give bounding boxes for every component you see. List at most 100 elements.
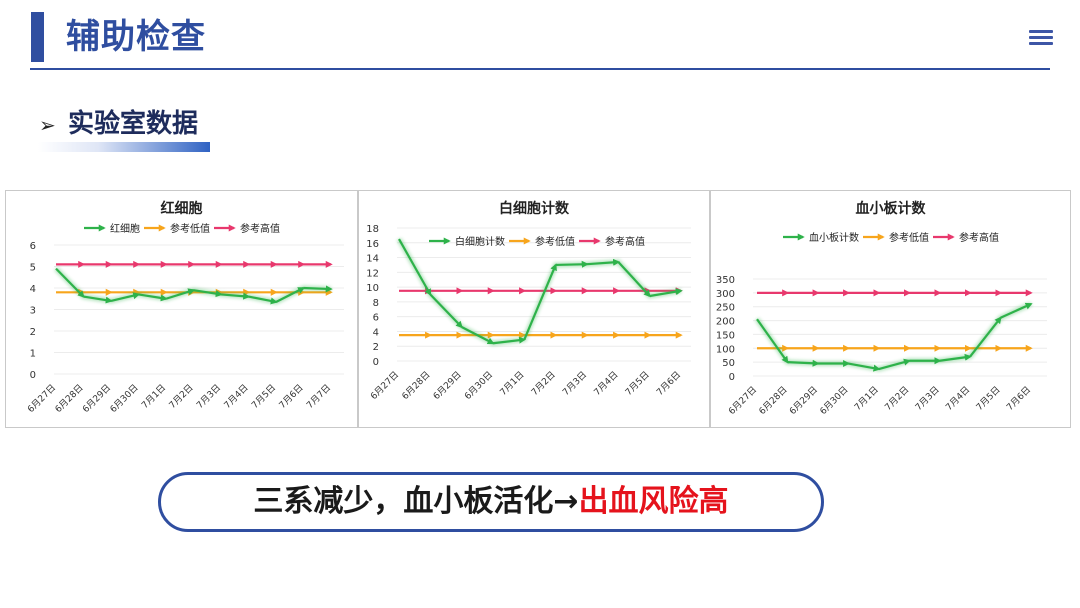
title-accent-bar	[31, 12, 44, 62]
x-tick-label: 7月6日	[277, 382, 306, 411]
x-tick-label: 6月27日	[25, 382, 58, 415]
chart-svg: 血小板计数 0 50 100 150 200 250 300 350 6月27日6月28日6月29…	[716, 200, 1047, 417]
x-tick-label: 7月3日	[913, 384, 942, 413]
x-tick-label: 7月4日	[222, 382, 251, 411]
legend-label: 参考低值	[889, 231, 929, 244]
data-segment	[1000, 302, 1033, 319]
y-tick-label: 4	[373, 327, 379, 338]
legend-item: 参考低值	[863, 231, 929, 244]
data-segment	[878, 358, 911, 371]
y-tick-label: 4	[30, 284, 36, 295]
chart-panel-rbc: 红细胞 0 1 2 3 4 5 6 6月27日 6月28日 6月29日 6月30日 7月1日 7月2日 7月…	[5, 190, 358, 428]
header-divider	[30, 68, 1050, 70]
y-tick-label: 0	[373, 357, 379, 368]
x-tick-label: 6月27日	[368, 369, 401, 402]
data-segment	[83, 295, 113, 304]
data-segment	[939, 353, 972, 362]
series-0	[396, 237, 683, 346]
chart-svg: 白细胞计数 0 2 4 6 8 10 12 14 16 18 6月27日 6月28日 6月29日 6月30日…	[366, 200, 691, 402]
x-tick-label: 6月28日	[53, 382, 86, 415]
data-segment	[429, 293, 463, 329]
legend-item: 参考高值	[933, 231, 999, 244]
y-tick-label: 2	[373, 342, 379, 353]
x-tick-label: 6月30日	[108, 382, 141, 415]
section-title: 实验室数据	[68, 109, 199, 139]
x-tick-label: 7月7日	[305, 382, 334, 411]
data-segment	[969, 316, 1002, 358]
x-tick-label: 6月30日	[818, 384, 851, 417]
x-tick-label: 7月3日	[561, 369, 590, 398]
legend-label: 参考高值	[959, 231, 999, 244]
y-tick-label: 200	[716, 317, 735, 328]
x-tick-label: 7月5日	[974, 384, 1003, 413]
data-segment	[649, 288, 683, 298]
x-tick-label: 7月5日	[250, 382, 279, 411]
y-tick-label: 16	[366, 239, 379, 250]
chart-panel-wbc: 白细胞计数 0 2 4 6 8 10 12 14 16 18 6月27日 6月28日 6月29日 6月30日…	[358, 190, 710, 428]
series-0	[54, 266, 333, 305]
y-tick-label: 18	[366, 224, 379, 235]
y-tick-label: 6	[30, 241, 36, 252]
y-tick-label: 14	[366, 254, 379, 265]
x-tick-label: 6月29日	[80, 382, 113, 415]
x-tick-label: 7月1日	[140, 382, 169, 411]
arrow-bullet-icon: ➢	[39, 113, 56, 137]
data-segment	[110, 292, 141, 302]
y-tick-label: 0	[30, 370, 36, 381]
data-segment	[787, 359, 820, 367]
y-tick-label: 300	[716, 289, 735, 300]
data-segment	[555, 260, 589, 268]
x-tick-label: 6月29日	[431, 369, 464, 402]
x-tick-label: 7月2日	[883, 384, 912, 413]
x-tick-label: 6月27日	[726, 384, 759, 417]
y-tick-label: 5	[30, 263, 36, 274]
x-tick-label: 7月6日	[655, 369, 684, 398]
hamburger-menu-icon[interactable]	[1029, 30, 1053, 46]
conclusion-box: 三系减少，血小板活化→出血风险高	[158, 472, 824, 532]
x-tick-label: 7月5日	[623, 369, 652, 398]
section-underline	[38, 142, 210, 152]
data-segment	[248, 295, 278, 305]
legend-label: 红细胞	[110, 222, 140, 235]
chart-title: 血小板计数	[856, 200, 927, 217]
y-tick-label: 3	[30, 306, 36, 317]
x-tick-label: 7月6日	[1005, 384, 1034, 413]
y-tick-label: 50	[722, 358, 735, 369]
y-tick-label: 250	[716, 303, 735, 314]
data-segment	[165, 288, 196, 300]
legend-label: 血小板计数	[809, 231, 859, 244]
chart-title: 白细胞计数	[499, 200, 570, 217]
y-tick-label: 0	[729, 372, 735, 383]
y-tick-label: 12	[366, 268, 379, 279]
legend-label: 白细胞计数	[455, 235, 505, 248]
data-segment	[756, 318, 789, 364]
chart-panel-platelet: 血小板计数 0 50 100 150 200 250 300 350 6月27日 6月28日 6月29…	[710, 190, 1071, 428]
legend-item: 参考低值	[509, 235, 575, 248]
data-segment	[523, 263, 557, 340]
conclusion-highlight: 出血风险高	[578, 484, 729, 519]
data-segment	[193, 289, 223, 298]
x-tick-label: 7月4日	[944, 384, 973, 413]
y-tick-label: 10	[366, 283, 379, 294]
y-tick-label: 100	[716, 344, 735, 355]
legend-label: 参考高值	[240, 222, 280, 235]
x-tick-label: 7月2日	[529, 369, 558, 398]
x-tick-label: 7月2日	[167, 382, 196, 411]
data-segment	[617, 261, 651, 298]
legend-item: 白细胞计数	[429, 235, 505, 248]
data-segment	[848, 362, 881, 372]
y-tick-label: 8	[373, 298, 379, 309]
data-segment	[138, 293, 168, 302]
x-tick-label: 6月29日	[787, 384, 820, 417]
legend-label: 参考低值	[535, 235, 575, 248]
legend-item: 参考高值	[214, 222, 280, 235]
x-tick-label: 6月28日	[400, 369, 433, 402]
x-tick-label: 7月3日	[195, 382, 224, 411]
legend-label: 参考高值	[605, 235, 645, 248]
y-tick-label: 2	[30, 327, 36, 338]
legend-item: 参考高值	[579, 235, 645, 248]
y-tick-label: 1	[30, 349, 36, 360]
legend-item: 参考低值	[144, 222, 210, 235]
data-segment	[586, 258, 621, 266]
data-segment	[398, 238, 432, 297]
